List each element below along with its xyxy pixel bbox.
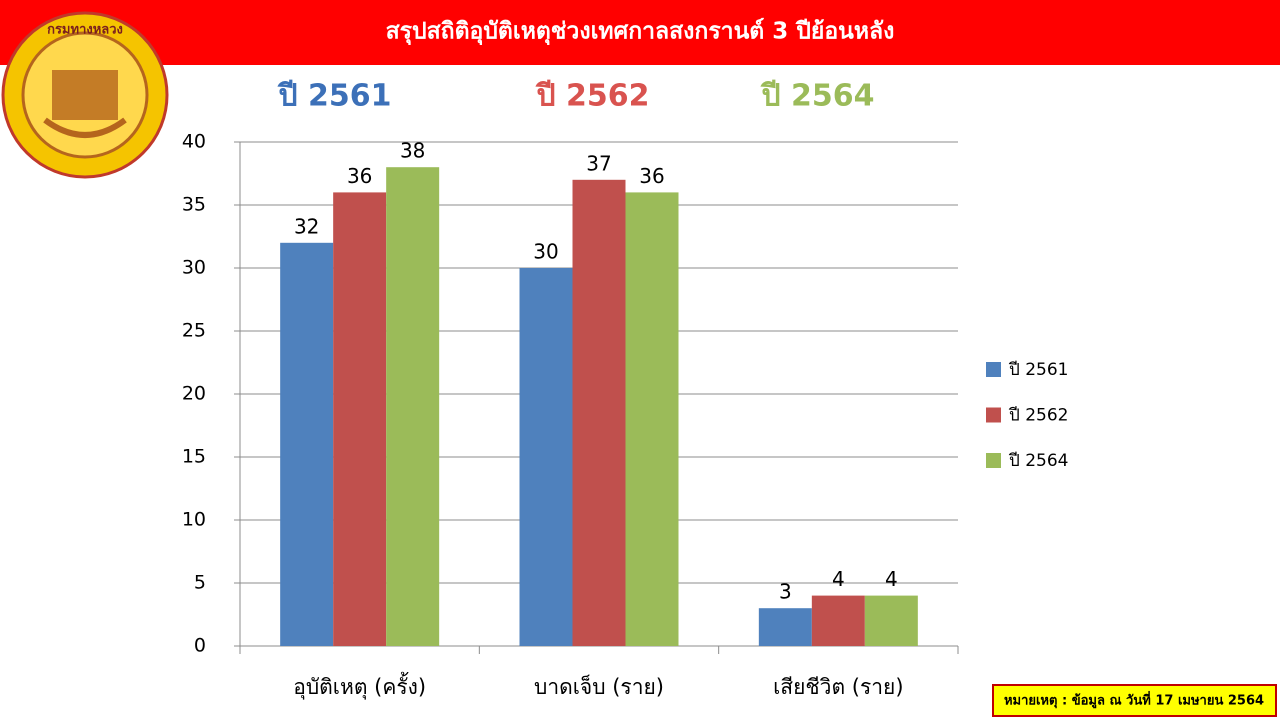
legend-swatch: [986, 362, 1001, 377]
y-tick-label: 10: [182, 509, 206, 531]
value-label: 30: [533, 240, 558, 264]
y-tick-label: 40: [182, 131, 206, 153]
bar: [864, 595, 918, 646]
y-tick-label: 25: [182, 320, 206, 342]
note: หมายเหตุ : ข้อมูล ณ วันที่ 17 เมษายน 256…: [1004, 691, 1264, 709]
value-label: 3: [779, 580, 792, 604]
y-tick-label: 20: [182, 383, 206, 405]
note-box: [992, 684, 1277, 717]
bar: [333, 192, 387, 646]
value-label: 4: [832, 567, 845, 591]
legend-swatch: [986, 453, 1001, 468]
y-tick-label: 0: [194, 635, 206, 657]
value-label: 36: [347, 164, 372, 188]
year-heading: ปี 2562: [535, 79, 650, 114]
bar: [519, 268, 573, 646]
x-tick-label: เสียชีวิต (ราย): [773, 675, 903, 699]
bar: [625, 192, 679, 646]
year-heading: ปี 2561: [277, 79, 392, 114]
value-label: 4: [885, 567, 898, 591]
title-banner: [0, 0, 1280, 65]
value-label: 32: [294, 214, 319, 238]
y-tick-label: 35: [182, 194, 206, 216]
legend-label: ปี 2562: [1008, 406, 1068, 426]
x-tick-label: อุบัติเหตุ (ครั้ง): [293, 672, 426, 700]
legend-swatch: [986, 407, 1001, 423]
value-label: 38: [400, 139, 425, 163]
y-tick-label: 15: [182, 446, 206, 468]
bar: [758, 608, 812, 646]
y-tick-label: 5: [194, 572, 206, 594]
year-heading: ปี 2564: [760, 79, 875, 114]
bar: [386, 167, 440, 646]
value-label: 37: [586, 151, 611, 175]
value-label: 36: [639, 164, 664, 188]
logo: กรมทางหลวง: [1, 11, 169, 179]
legend-label: ปี 2564: [1008, 451, 1068, 471]
bar: [572, 179, 626, 647]
slide-title: สรุปสถิติอุบัติเหตุช่วงเทศกาลสงกรานต์ 3 …: [386, 18, 895, 46]
bar: [811, 595, 865, 646]
x-tick-label: บาดเจ็บ (ราย): [534, 673, 664, 699]
legend-label: ปี 2561: [1008, 360, 1068, 380]
bar: [280, 242, 334, 647]
logo-text: กรมทางหลวง: [47, 23, 123, 38]
y-tick-label: 30: [182, 257, 206, 279]
